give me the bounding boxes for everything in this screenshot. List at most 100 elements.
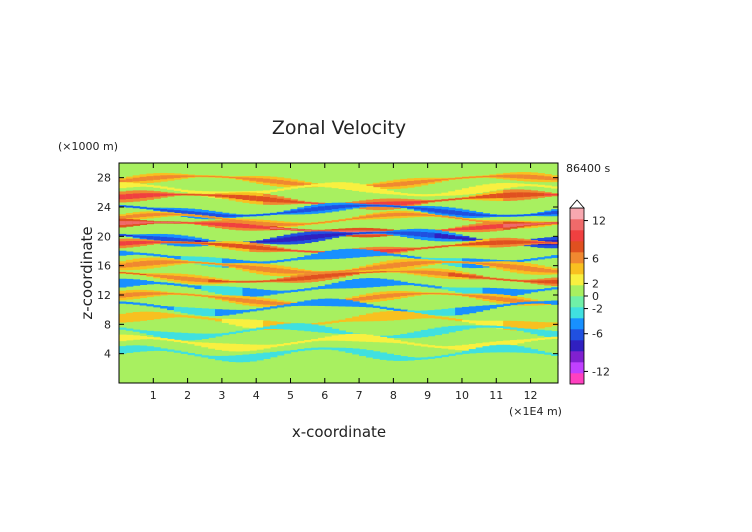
heatmap-cell: [379, 335, 388, 338]
heatmap-cell: [146, 176, 154, 181]
heatmap-cell: [249, 309, 257, 312]
heatmap-cell: [119, 194, 127, 200]
heatmap-cell: [187, 277, 196, 282]
x-tick-label: 1: [150, 389, 157, 402]
heatmap-cell: [455, 217, 463, 219]
heatmap-cell: [516, 302, 525, 305]
heatmap-cell: [263, 261, 271, 264]
heatmap-cell: [393, 206, 401, 207]
heatmap-cell: [434, 233, 442, 239]
heatmap-cell: [311, 234, 319, 240]
heatmap-cell: [160, 254, 168, 258]
heatmap-cell: [208, 175, 216, 177]
heatmap-cell: [304, 202, 312, 204]
heatmap-cell: [221, 218, 230, 220]
heatmap-cell: [146, 260, 154, 266]
heatmap-cell: [503, 174, 511, 178]
heatmap-cell: [263, 222, 271, 226]
heatmap-cell: [283, 237, 292, 242]
heatmap-cell: [475, 276, 484, 279]
heatmap-cell: [125, 328, 134, 331]
heatmap-cell: [263, 226, 271, 229]
heatmap-cell: [331, 249, 340, 259]
heatmap-cell: [489, 214, 497, 217]
heatmap-cell: [537, 257, 545, 260]
heatmap-cell: [119, 361, 127, 365]
heatmap-cell: [269, 306, 278, 309]
heatmap-cell: [208, 285, 216, 293]
heatmap-cell: [338, 249, 346, 259]
heatmap-cell: [180, 214, 189, 216]
heatmap-cell: [530, 223, 539, 225]
heatmap-cell: [345, 269, 353, 272]
heatmap-cell: [345, 233, 353, 235]
heatmap-cell: [269, 239, 278, 243]
heatmap-cell: [496, 341, 504, 348]
heatmap-cell: [235, 298, 244, 302]
heatmap-cell: [263, 320, 271, 330]
x-tick-label: 5: [287, 389, 294, 402]
heatmap-cell: [263, 369, 271, 372]
heatmap-cell: [496, 193, 504, 199]
heatmap-cell: [132, 183, 141, 187]
heatmap-cell: [496, 304, 504, 308]
heatmap-cell: [461, 287, 470, 295]
heatmap-cell: [215, 243, 223, 246]
heatmap-cell: [317, 274, 326, 279]
heatmap-cell: [407, 206, 415, 209]
heatmap-cell: [276, 324, 285, 330]
heatmap-cell: [413, 180, 422, 185]
heatmap-cell: [551, 353, 559, 356]
x-tick-label: 9: [424, 389, 431, 402]
heatmap-cell: [235, 215, 244, 217]
heatmap-cell: [167, 282, 175, 286]
heatmap-cell: [413, 256, 422, 259]
heatmap-cell: [448, 272, 456, 277]
heatmap-cell: [125, 182, 134, 188]
heatmap-cell: [461, 197, 470, 199]
heatmap-cell: [290, 323, 298, 331]
heatmap-cell: [167, 241, 175, 243]
colorbar-swatch: [570, 208, 584, 220]
heatmap-cell: [297, 276, 305, 281]
heatmap-cell: [482, 305, 491, 311]
heatmap-cell: [509, 320, 518, 331]
heatmap-cell: [523, 347, 532, 353]
heatmap-cell: [269, 280, 278, 282]
heatmap-cell: [372, 187, 381, 194]
heatmap-cell: [263, 196, 271, 202]
heatmap-cell: [331, 205, 340, 210]
heatmap-cell: [516, 174, 525, 179]
heatmap-cell: [324, 182, 333, 188]
heatmap-cell: [297, 270, 305, 274]
heatmap-cell: [407, 332, 415, 339]
heatmap-cell: [132, 292, 141, 297]
heatmap-cell: [496, 263, 504, 268]
heatmap-cell: [153, 274, 161, 277]
heatmap-cell: [461, 325, 470, 330]
heatmap-cell: [194, 333, 202, 340]
heatmap-cell: [379, 264, 388, 270]
heatmap-cell: [379, 294, 388, 299]
heatmap-cell: [448, 318, 456, 321]
heatmap-cell: [228, 370, 237, 377]
heatmap-cell: [537, 213, 545, 216]
heatmap-cell: [489, 194, 497, 199]
heatmap-cell: [139, 336, 148, 340]
heatmap-cell: [400, 212, 408, 216]
heatmap-cell: [400, 231, 408, 235]
heatmap-cell: [503, 279, 511, 281]
heatmap-cell: [434, 246, 442, 248]
heatmap-cell: [352, 360, 360, 368]
heatmap-cell: [297, 348, 305, 352]
heatmap-cell: [249, 370, 257, 374]
heatmap-cell: [194, 307, 202, 316]
heatmap-cell: [173, 283, 182, 286]
heatmap-cell: [194, 277, 202, 282]
heatmap-cell: [304, 208, 312, 212]
heatmap-cell: [400, 356, 408, 361]
heatmap-cell: [187, 214, 196, 216]
heatmap-cell: [352, 217, 360, 220]
heatmap-cell: [146, 253, 154, 256]
heatmap-cell: [215, 279, 223, 283]
